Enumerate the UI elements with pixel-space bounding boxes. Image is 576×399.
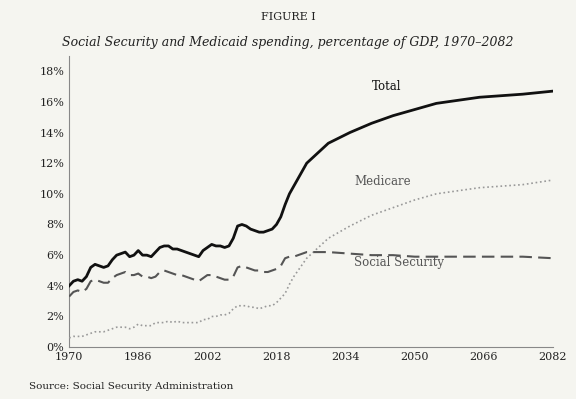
Text: Social Security and Medicaid spending, percentage of GDP, 1970–2082: Social Security and Medicaid spending, p… (62, 36, 514, 49)
Text: Source: Social Security Administration: Source: Social Security Administration (29, 382, 233, 391)
Text: Total: Total (372, 80, 401, 93)
Text: FIGURE I: FIGURE I (260, 12, 316, 22)
Text: Medicare: Medicare (354, 175, 411, 188)
Text: Social Security: Social Security (354, 256, 444, 269)
